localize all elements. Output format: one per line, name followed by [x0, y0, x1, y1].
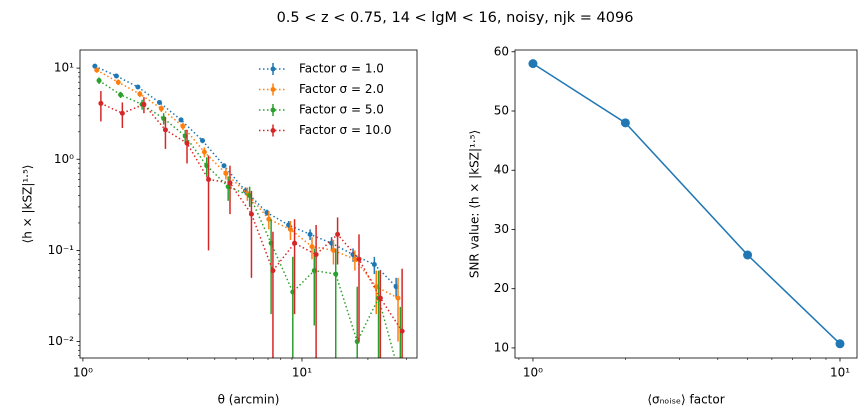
data-point [184, 140, 190, 146]
data-point [356, 256, 362, 262]
data-point [162, 127, 168, 133]
y-tick-label: 50 [494, 104, 509, 118]
data-point [115, 79, 121, 85]
data-point [248, 211, 254, 217]
x-tick-label: 10¹ [292, 366, 312, 380]
y-tick-label: 10 [494, 340, 509, 354]
data-point [743, 250, 753, 260]
y-tick-label: 30 [494, 222, 509, 236]
data-point [156, 99, 162, 105]
data-point [94, 67, 100, 73]
data-point [292, 240, 298, 246]
axes-frame [514, 49, 858, 359]
data-point [398, 375, 403, 380]
series-line [532, 62, 841, 345]
data-point [330, 247, 336, 253]
data-point [266, 216, 272, 222]
legend-marker [270, 87, 276, 92]
data-point [158, 106, 164, 112]
data-point [335, 231, 341, 237]
legend-label: Factor σ = 1.0 [299, 62, 384, 76]
y-tick-label: 20 [494, 281, 509, 295]
data-point [135, 84, 141, 90]
data-point [201, 149, 207, 155]
data-point [206, 176, 212, 182]
data-point [137, 91, 143, 97]
data-point [141, 101, 147, 107]
data-point [200, 138, 206, 144]
legend-label: Factor σ = 10.0 [299, 123, 392, 137]
data-point [113, 73, 119, 79]
y-axis-label: ⟨h × |kSZ|¹·⁵⟩ [21, 165, 35, 244]
x-tick-label: 10⁰ [523, 366, 543, 380]
y-tick-label: 10⁰ [54, 152, 74, 166]
y-tick-label: 10⁻¹ [48, 243, 75, 257]
y-tick-label: 10¹ [54, 61, 74, 75]
y-tick-label: 40 [494, 163, 509, 177]
legend-marker [270, 107, 276, 113]
data-point [223, 170, 229, 176]
data-point [373, 284, 379, 290]
y-tick-label: 10⁻² [48, 334, 75, 348]
plot-area [528, 59, 845, 349]
data-point [620, 118, 630, 128]
data-point [92, 63, 98, 69]
data-point [118, 92, 124, 98]
data-point [395, 295, 401, 301]
data-point [371, 262, 377, 268]
series-line [94, 65, 397, 288]
axes-frame [79, 49, 418, 359]
legend-label: Factor σ = 2.0 [299, 82, 384, 96]
data-point [399, 328, 405, 334]
legend-label: Factor σ = 5.0 [299, 103, 384, 117]
data-point [352, 256, 358, 262]
data-point [835, 339, 845, 349]
data-point [119, 110, 125, 116]
figure-title: 0.5 < z < 0.75, 14 < lgM < 16, noisy, nj… [277, 10, 634, 26]
data-point [178, 117, 184, 123]
plot-area [92, 63, 405, 380]
data-point [309, 244, 315, 250]
data-point [227, 180, 233, 186]
x-tick-label: 10¹ [830, 366, 850, 380]
legend-marker [270, 128, 276, 133]
data-point [98, 100, 104, 106]
data-point [333, 271, 339, 277]
data-point [96, 78, 102, 84]
data-point [377, 295, 383, 301]
x-axis-label: ⟨σₙₒᵢₛₑ⟩ factor [647, 393, 724, 407]
y-axis-label: SNR value: ⟨h × |kSZ|¹·⁵⟩ [468, 130, 482, 278]
x-axis-label: θ (arcmin) [218, 393, 280, 407]
data-point [307, 231, 313, 237]
x-tick-label: 10⁰ [73, 366, 93, 380]
data-point [221, 163, 227, 169]
data-point [313, 252, 319, 258]
legend-marker [270, 66, 276, 72]
data-point [180, 123, 186, 129]
data-point [528, 59, 538, 69]
y-tick-label: 60 [494, 44, 509, 58]
data-point [270, 268, 276, 274]
data-point [287, 226, 293, 232]
